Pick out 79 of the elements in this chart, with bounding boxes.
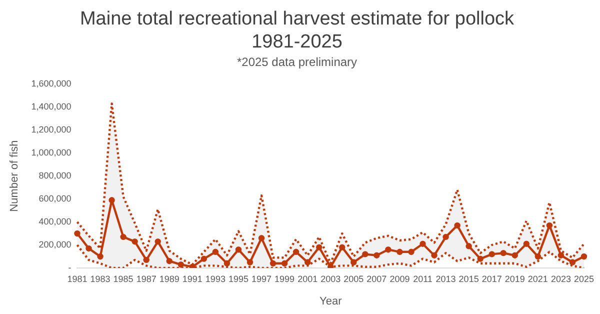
point — [166, 258, 172, 264]
x-tick-label: 2011 — [413, 274, 432, 284]
x-tick-label: 1985 — [113, 274, 134, 284]
point — [385, 246, 392, 253]
x-tick-label: 2025 — [574, 274, 594, 284]
point — [374, 252, 380, 258]
point — [292, 248, 300, 255]
x-tick-label: 1983 — [90, 274, 110, 284]
x-tick-label: 2007 — [366, 274, 387, 284]
point — [154, 238, 161, 245]
point — [246, 259, 254, 266]
point — [534, 253, 542, 260]
x-tick-label: 2009 — [390, 274, 410, 284]
x-tick-label: 2017 — [482, 274, 502, 284]
y-tick-label: 1,400,000 — [31, 101, 72, 112]
point — [339, 244, 346, 250]
chart-subtitle: *2025 data preliminary — [236, 55, 358, 70]
point — [350, 259, 357, 266]
chart-title: Maine total recreational harvest estimate for pollock 1981-2025 — [80, 8, 515, 52]
x-tick-label: 2005 — [344, 274, 364, 284]
y-tick-label: 800,000 — [38, 170, 72, 180]
point — [120, 234, 126, 240]
point — [420, 240, 426, 247]
point — [431, 252, 438, 258]
point — [512, 252, 518, 258]
point — [523, 240, 530, 247]
point — [362, 251, 368, 258]
point — [488, 251, 495, 258]
x-tick-label: 1981 — [67, 274, 88, 284]
y-tick-label: 400,000 — [38, 216, 72, 226]
point — [500, 250, 506, 256]
y-tick-label: 200,000 — [38, 239, 72, 250]
point — [108, 197, 115, 204]
x-tick-label: 2019 — [504, 274, 525, 284]
x-tick-label: 1995 — [228, 274, 248, 284]
y-tick-label: 1,000,000 — [31, 147, 72, 158]
y-tick-label: 1,600,000 — [31, 78, 72, 88]
point — [569, 259, 576, 266]
x-axis-title: Year — [319, 295, 342, 308]
point — [258, 235, 265, 242]
point — [212, 248, 219, 255]
point — [74, 230, 80, 237]
point — [580, 253, 588, 260]
point — [477, 256, 484, 262]
point — [86, 245, 92, 252]
point — [396, 248, 403, 255]
point — [281, 260, 288, 266]
y-axis-title: Number of fish — [8, 140, 21, 212]
y-tick-label: 600,000 — [38, 193, 72, 204]
point — [442, 234, 449, 240]
x-tick-label: 2001 — [298, 274, 318, 284]
x-tick-label: 1997 — [251, 274, 272, 284]
y-tick-label: 1,200,000 — [31, 124, 72, 134]
point — [270, 260, 276, 266]
x-tick-label: 1989 — [159, 274, 180, 284]
y-tick-label: - — [68, 262, 72, 272]
point — [132, 238, 138, 245]
x-tick-label: 2023 — [550, 274, 571, 284]
point — [143, 256, 150, 264]
x-tick-label: 1999 — [274, 274, 295, 284]
x-tick-label: 1987 — [136, 274, 156, 284]
x-tick-label: 2003 — [320, 274, 341, 284]
point — [304, 259, 311, 266]
x-tick-label: 2013 — [436, 274, 456, 284]
x-tick-label: 1993 — [205, 274, 226, 284]
point — [235, 246, 242, 253]
point — [200, 256, 208, 262]
point — [316, 244, 322, 250]
point — [178, 261, 184, 268]
point — [546, 222, 553, 229]
x-tick-label: 2021 — [528, 274, 548, 284]
x-tick-label: 2015 — [458, 274, 479, 284]
point — [454, 222, 460, 229]
point — [558, 252, 564, 258]
x-tick-label: 1991 — [182, 274, 202, 284]
point — [97, 253, 104, 260]
point — [408, 248, 414, 255]
point — [466, 243, 472, 250]
point — [224, 260, 230, 266]
